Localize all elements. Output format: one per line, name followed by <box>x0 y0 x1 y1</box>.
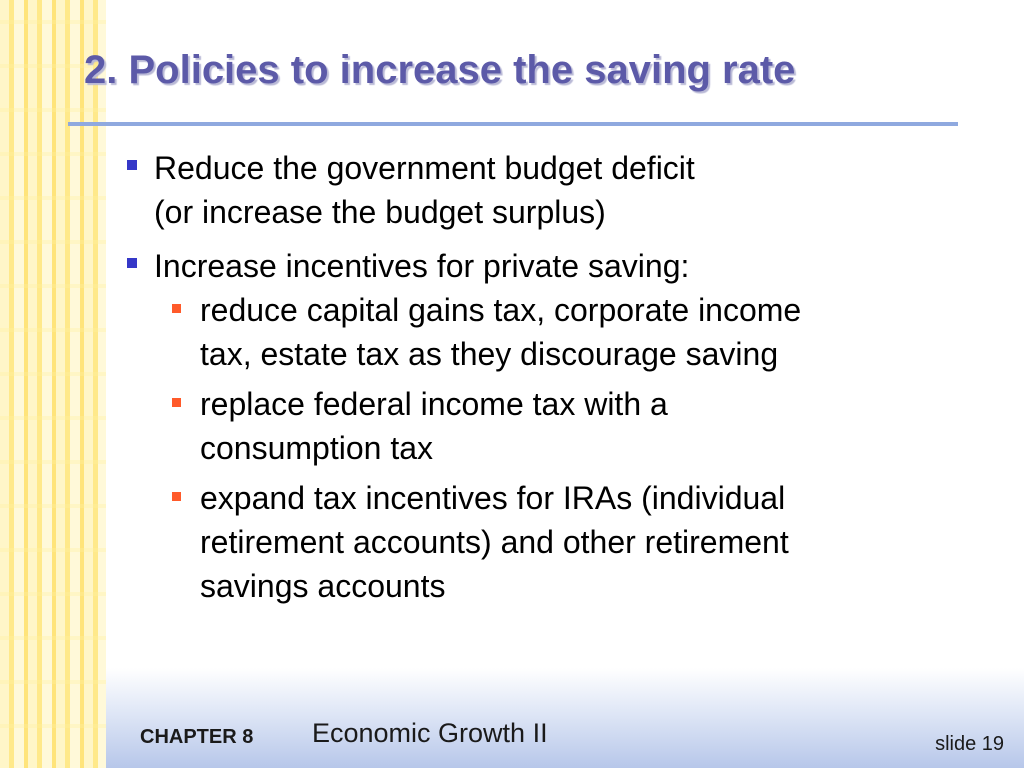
slide-title: 2. Policies to increase the saving rate <box>84 48 796 92</box>
footer-bar <box>106 668 1024 768</box>
slide-number: slide 19 <box>935 733 1004 755</box>
sub-bullet-list: reduce capital gains tax, corporate inco… <box>120 288 950 608</box>
sub-bullet-line: reduce capital gains tax, corporate inco… <box>200 292 802 328</box>
slide-content: Reduce the government budget deficit (or… <box>120 146 950 614</box>
footer-book-title: Economic Growth II <box>312 718 548 748</box>
sub-bullet-line: tax, estate tax as they discourage savin… <box>200 336 779 372</box>
bullet-item: Increase incentives for private saving: <box>120 244 950 288</box>
sub-bullet-square-icon <box>172 304 181 313</box>
sub-bullet-line: expand tax incentives for IRAs (individu… <box>200 480 786 516</box>
sub-bullet-line: savings accounts <box>200 568 446 604</box>
bullet-line: Increase incentives for private saving: <box>154 248 690 284</box>
sub-bullet-square-icon <box>172 398 181 407</box>
title-divider <box>68 122 958 126</box>
sub-bullet-square-icon <box>172 492 181 501</box>
left-decorative-band <box>0 0 106 768</box>
bullet-line: Reduce the government budget deficit <box>154 150 695 186</box>
sub-bullet-line: retirement accounts) and other retiremen… <box>200 524 789 560</box>
sub-bullet-item: expand tax incentives for IRAs (individu… <box>120 476 950 608</box>
bullet-square-icon <box>127 160 137 170</box>
bullet-square-icon <box>127 258 137 268</box>
footer-chapter-label: CHAPTER 8 <box>140 726 254 748</box>
sub-bullet-line: consumption tax <box>200 430 434 466</box>
bullet-line: (or increase the budget surplus) <box>154 194 606 230</box>
sub-bullet-line: replace federal income tax with a <box>200 386 668 422</box>
bullet-item: Reduce the government budget deficit (or… <box>120 146 950 234</box>
sub-bullet-item: reduce capital gains tax, corporate inco… <box>120 288 950 376</box>
sub-bullet-item: replace federal income tax with a consum… <box>120 382 950 470</box>
